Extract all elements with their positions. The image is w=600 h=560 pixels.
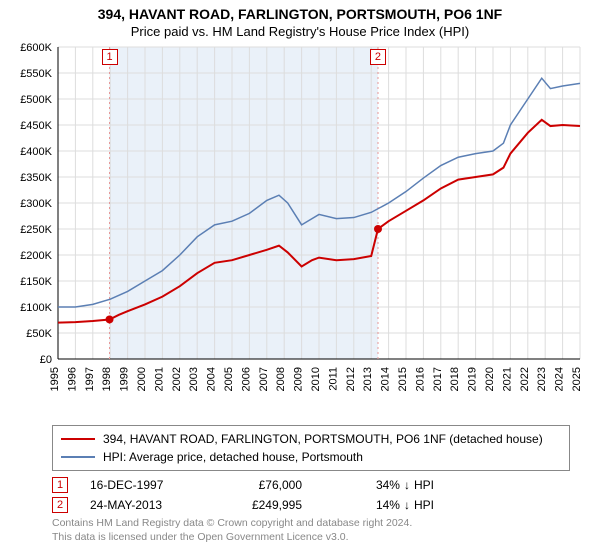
svg-text:2002: 2002 [171, 367, 183, 391]
svg-text:2005: 2005 [223, 367, 235, 391]
svg-text:£450K: £450K [20, 120, 52, 132]
marker-diff: 34% ↓ HPI [324, 478, 434, 492]
svg-text:2012: 2012 [345, 367, 357, 391]
title-sub: Price paid vs. HM Land Registry's House … [0, 24, 600, 39]
marker-diff: 14% ↓ HPI [324, 498, 434, 512]
svg-text:1996: 1996 [66, 367, 78, 391]
svg-text:£100K: £100K [20, 302, 52, 314]
svg-text:£500K: £500K [20, 94, 52, 106]
chart-marker-badge: 1 [102, 49, 118, 65]
svg-text:£250K: £250K [20, 224, 52, 236]
legend-box: 394, HAVANT ROAD, FARLINGTON, PORTSMOUTH… [52, 425, 570, 471]
svg-text:2010: 2010 [310, 367, 322, 391]
svg-text:£150K: £150K [20, 276, 52, 288]
marker-date: 16-DEC-1997 [90, 478, 200, 492]
marker-badge: 1 [52, 477, 68, 493]
svg-text:2006: 2006 [240, 367, 252, 391]
legend-swatch [61, 438, 95, 440]
chart-container: 394, HAVANT ROAD, FARLINGTON, PORTSMOUTH… [0, 0, 600, 544]
svg-text:2015: 2015 [397, 367, 409, 391]
svg-text:2024: 2024 [554, 367, 566, 391]
svg-text:£300K: £300K [20, 198, 52, 210]
svg-text:2017: 2017 [432, 367, 444, 391]
legend-row: 394, HAVANT ROAD, FARLINGTON, PORTSMOUTH… [61, 430, 561, 448]
svg-text:2011: 2011 [327, 367, 339, 391]
down-arrow-icon: ↓ [404, 498, 410, 512]
chart-area: £0 £50K £100K £150K £200K £250K £300K £350K £400… [0, 39, 600, 419]
sale-markers-block: 1 16-DEC-1997 £76,000 34% ↓ HPI 2 24-MAY… [52, 477, 570, 513]
sale-marker-row: 2 24-MAY-2013 £249,995 14% ↓ HPI [52, 497, 570, 513]
legend-label: 394, HAVANT ROAD, FARLINGTON, PORTSMOUTH… [103, 430, 543, 448]
marker-diff-pct: 14% [376, 498, 400, 512]
svg-text:2019: 2019 [467, 367, 479, 391]
sale-marker-row: 1 16-DEC-1997 £76,000 34% ↓ HPI [52, 477, 570, 493]
down-arrow-icon: ↓ [404, 478, 410, 492]
chart-svg: £0 £50K £100K £150K £200K £250K £300K £350K £400… [0, 39, 600, 419]
svg-text:£350K: £350K [20, 172, 52, 184]
marker-date: 24-MAY-2013 [90, 498, 200, 512]
svg-text:2003: 2003 [188, 367, 200, 391]
legend-swatch [61, 456, 95, 458]
svg-text:2018: 2018 [449, 367, 461, 391]
marker-badge: 2 [52, 497, 68, 513]
svg-text:2025: 2025 [571, 367, 583, 391]
svg-text:2016: 2016 [414, 367, 426, 391]
chart-marker-badge: 2 [370, 49, 386, 65]
svg-text:£600K: £600K [20, 42, 52, 54]
footnote-line: This data is licensed under the Open Gov… [52, 531, 570, 545]
svg-text:2021: 2021 [501, 367, 513, 391]
title-block: 394, HAVANT ROAD, FARLINGTON, PORTSMOUTH… [0, 0, 600, 39]
marker-diff-label: HPI [414, 498, 434, 512]
svg-text:2007: 2007 [258, 367, 270, 391]
svg-text:2023: 2023 [536, 367, 548, 391]
svg-text:1997: 1997 [84, 367, 96, 391]
svg-text:2001: 2001 [153, 367, 165, 391]
svg-text:2009: 2009 [293, 367, 305, 391]
svg-text:£50K: £50K [26, 328, 52, 340]
svg-text:£200K: £200K [20, 250, 52, 262]
svg-text:£0: £0 [40, 354, 52, 366]
legend-row: HPI: Average price, detached house, Port… [61, 448, 561, 466]
svg-text:2004: 2004 [206, 367, 218, 391]
marker-price: £76,000 [222, 478, 302, 492]
footnote: Contains HM Land Registry data © Crown c… [52, 517, 570, 544]
svg-text:2022: 2022 [519, 367, 531, 391]
svg-text:1998: 1998 [101, 367, 113, 391]
svg-text:2013: 2013 [362, 367, 374, 391]
svg-text:1995: 1995 [49, 367, 61, 391]
title-main: 394, HAVANT ROAD, FARLINGTON, PORTSMOUTH… [0, 6, 600, 22]
svg-text:1999: 1999 [119, 367, 131, 391]
svg-text:2008: 2008 [275, 367, 287, 391]
marker-price: £249,995 [222, 498, 302, 512]
svg-text:£400K: £400K [20, 146, 52, 158]
marker-diff-label: HPI [414, 478, 434, 492]
svg-text:£550K: £550K [20, 68, 52, 80]
marker-diff-pct: 34% [376, 478, 400, 492]
legend-label: HPI: Average price, detached house, Port… [103, 448, 363, 466]
svg-text:2000: 2000 [136, 367, 148, 391]
footnote-line: Contains HM Land Registry data © Crown c… [52, 517, 570, 531]
svg-text:2020: 2020 [484, 367, 496, 391]
svg-text:2014: 2014 [380, 367, 392, 391]
